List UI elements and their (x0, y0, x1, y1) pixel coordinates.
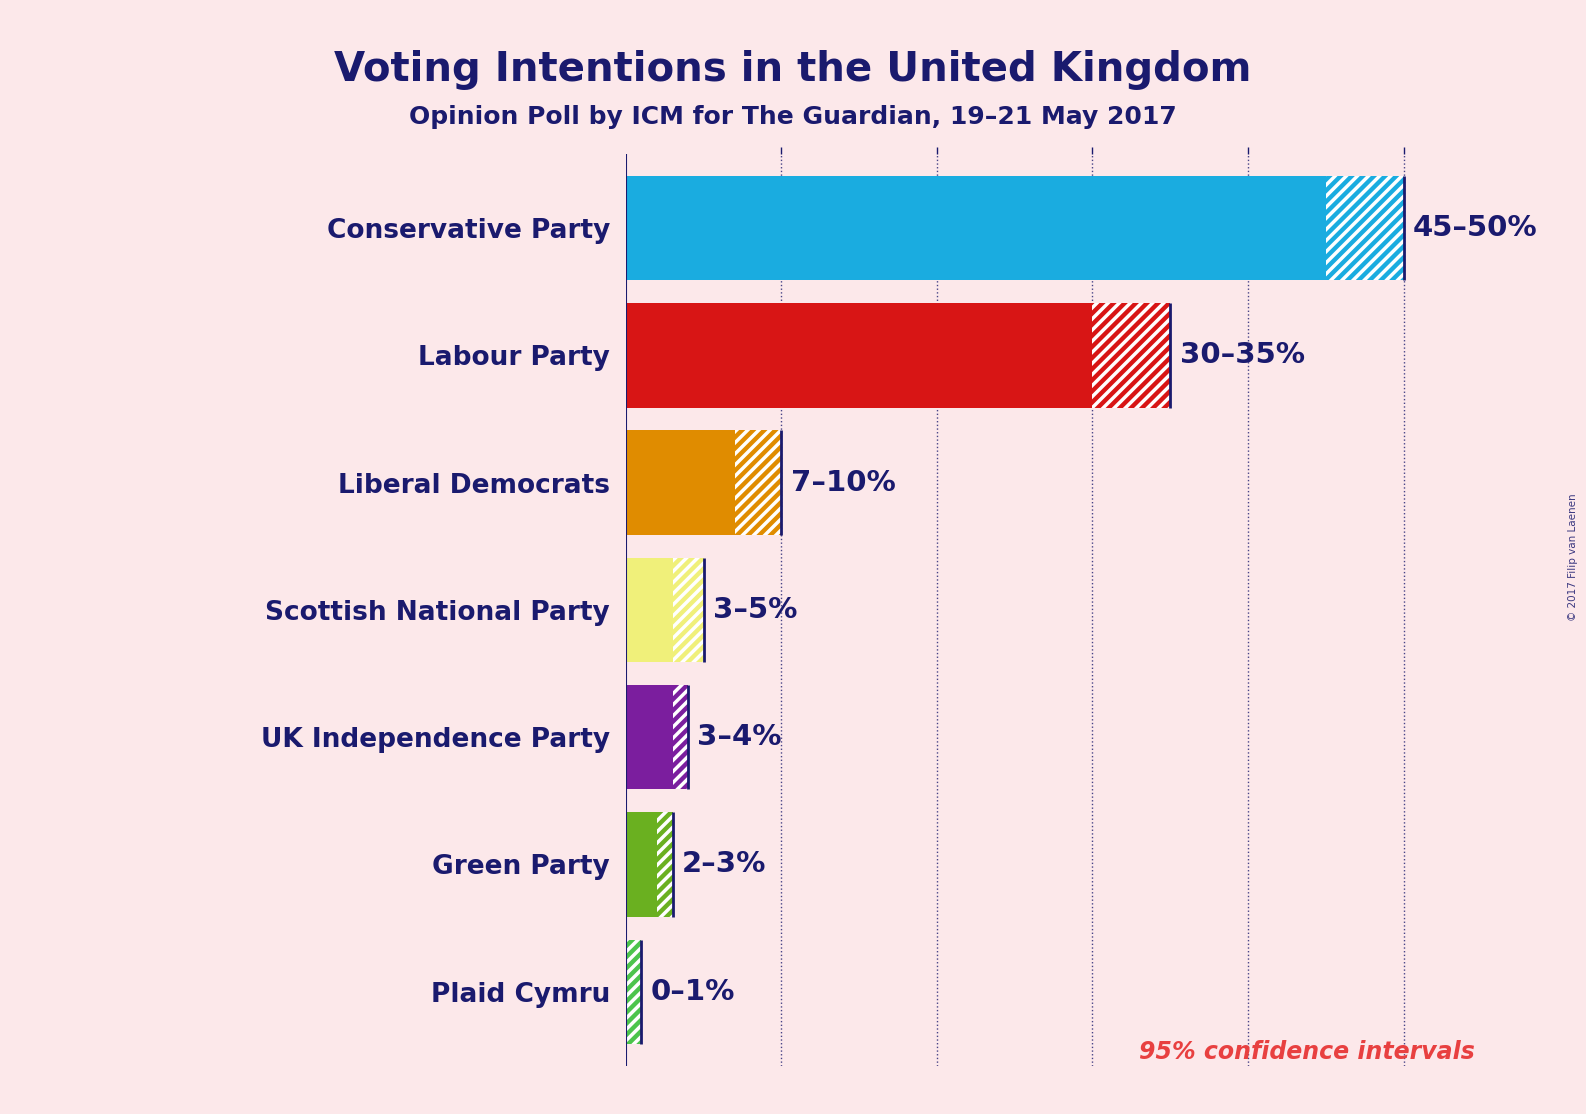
Bar (734, 430, 782, 535)
Bar (672, 558, 704, 662)
Text: 3–4%: 3–4% (698, 723, 782, 751)
Bar (672, 685, 688, 790)
Text: Opinion Poll by ICM for The Guardian, 19–21 May 2017: Opinion Poll by ICM for The Guardian, 19… (409, 105, 1177, 129)
Bar (1326, 176, 1404, 281)
Bar (657, 812, 672, 917)
Bar (626, 939, 641, 1044)
Bar (626, 558, 672, 662)
Bar (1093, 303, 1170, 408)
Bar (1326, 176, 1404, 281)
Bar (1093, 303, 1170, 408)
Text: 2–3%: 2–3% (682, 850, 766, 879)
Bar (626, 176, 1326, 281)
Bar (672, 685, 688, 790)
Bar (626, 812, 657, 917)
Text: 45–50%: 45–50% (1413, 214, 1537, 242)
Bar (626, 430, 734, 535)
Text: Voting Intentions in the United Kingdom: Voting Intentions in the United Kingdom (335, 50, 1251, 90)
Text: © 2017 Filip van Laenen: © 2017 Filip van Laenen (1569, 494, 1578, 620)
Bar (734, 430, 782, 535)
Bar (626, 685, 672, 790)
Bar (626, 303, 1093, 408)
Text: 95% confidence intervals: 95% confidence intervals (1139, 1039, 1475, 1064)
Text: 0–1%: 0–1% (650, 978, 736, 1006)
Text: 30–35%: 30–35% (1180, 341, 1305, 370)
Bar (672, 558, 704, 662)
Text: 7–10%: 7–10% (791, 469, 896, 497)
Text: 3–5%: 3–5% (714, 596, 798, 624)
Bar (657, 812, 672, 917)
Bar (626, 939, 641, 1044)
